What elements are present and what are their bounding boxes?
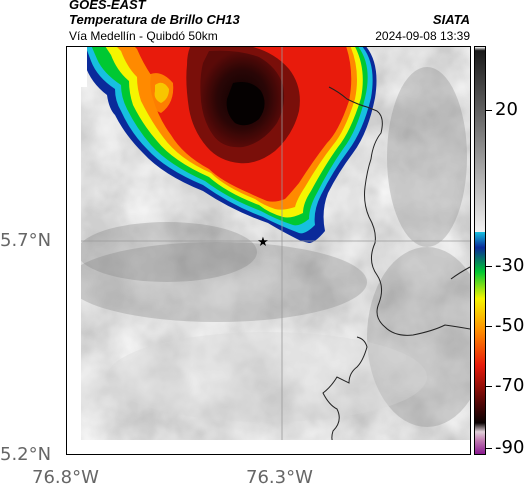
colorbar-tick xyxy=(486,266,492,267)
brightness-temperature-map: ★ xyxy=(66,46,471,455)
colorbar-tick xyxy=(486,386,492,387)
product-title: Temperatura de Brillo CH13 xyxy=(69,12,240,27)
colorbar-label-minus-70: -70 xyxy=(495,375,525,396)
colorbar-tick xyxy=(486,326,492,327)
datetime-label: 2024-09-08 13:39 xyxy=(375,29,470,43)
colorbar-tick xyxy=(486,448,492,449)
satellite-title: GOES-EAST xyxy=(69,0,146,12)
lat-label-5-7: 5.7°N xyxy=(0,230,52,251)
colorbar-tick xyxy=(486,110,492,111)
route-subtitle: Vía Medellín - Quibdó 50km xyxy=(69,29,218,43)
colorbar xyxy=(474,46,486,455)
star-marker: ★ xyxy=(257,235,269,250)
agency-label: SIATA xyxy=(432,12,470,27)
lon-label-76-8: 76.8°W xyxy=(32,467,99,488)
country-borders xyxy=(322,86,470,454)
colorbar-label-minus-90: -90 xyxy=(495,437,525,458)
storm-cell xyxy=(81,47,377,243)
colorbar-label-minus-50: -50 xyxy=(495,315,525,336)
lat-label-5-2: 5.2°N xyxy=(0,444,52,465)
colorbar-label-minus-30: -30 xyxy=(495,255,525,276)
lon-label-76-3: 76.3°W xyxy=(246,467,313,488)
colorbar-label-20: 20 xyxy=(495,99,518,120)
